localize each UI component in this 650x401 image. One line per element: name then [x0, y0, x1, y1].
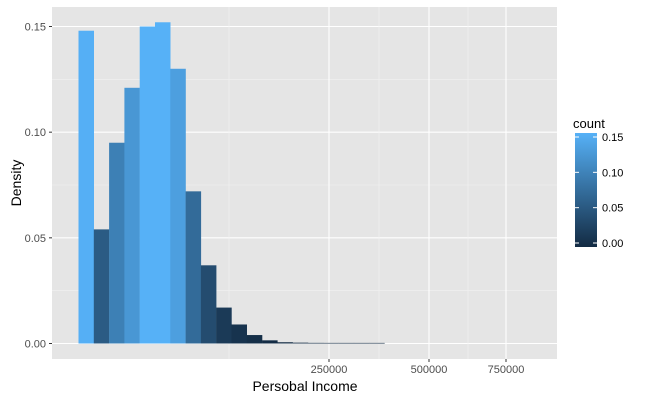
histogram-bar — [200, 265, 217, 344]
legend-tick-label: 0.00 — [602, 238, 623, 250]
histogram-bar — [139, 26, 156, 344]
histogram-bar — [109, 142, 125, 344]
histogram-bar — [277, 342, 293, 344]
histogram-bar — [369, 342, 385, 344]
histogram-bar — [231, 324, 247, 344]
y-tick-label: 0.15 — [25, 22, 46, 34]
x-axis: 250000 500000 750000 — [311, 359, 525, 376]
y-tick-label: 0.00 — [25, 339, 46, 351]
y-tick-label: 0.05 — [25, 233, 46, 245]
y-axis: 0.00 0.05 0.10 0.15 — [25, 22, 52, 351]
histogram-bar — [262, 340, 278, 344]
histogram-bar — [155, 22, 171, 344]
histogram-bar — [93, 229, 110, 344]
x-tick-label: 750000 — [488, 364, 525, 376]
x-axis-title: Persobal Income — [252, 378, 357, 394]
x-tick-label: 250000 — [311, 364, 348, 376]
histogram-bar — [323, 342, 339, 344]
histogram-bar — [338, 342, 355, 344]
histogram-bar — [353, 342, 370, 344]
color-legend: count 0.15 0.10 0.05 0.00 — [573, 116, 623, 250]
histogram-bar — [170, 68, 186, 344]
y-tick-label: 0.10 — [25, 127, 46, 139]
legend-tick-label: 0.15 — [602, 132, 623, 144]
y-axis-title: Density — [8, 160, 24, 207]
histogram-bar — [246, 335, 263, 344]
x-tick-label: 500000 — [411, 364, 448, 376]
histogram-bar — [292, 342, 309, 344]
legend-tick-label: 0.10 — [602, 167, 623, 179]
legend-tick-label: 0.05 — [602, 203, 623, 215]
histogram-bar — [216, 307, 232, 344]
legend-colorbar — [575, 133, 597, 247]
histogram-bars — [78, 22, 385, 344]
histogram-bar — [308, 342, 324, 344]
legend-title: count — [573, 116, 605, 131]
histogram-bar — [124, 87, 140, 344]
grid-lines — [52, 7, 557, 359]
histogram-bar — [78, 30, 94, 344]
histogram-bar — [185, 191, 202, 344]
